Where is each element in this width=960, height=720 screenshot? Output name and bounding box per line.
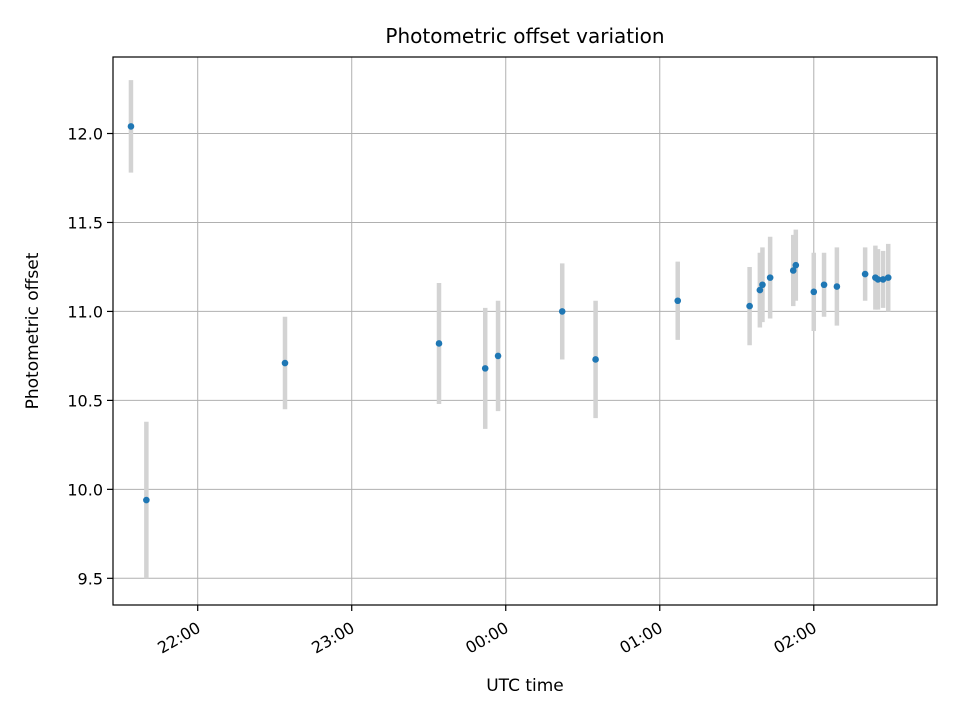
data-point: [746, 302, 753, 310]
data-point: [820, 281, 828, 289]
data-point: [674, 297, 682, 305]
data-point: [435, 340, 443, 347]
chart-title: Photometric offset variation: [385, 24, 664, 48]
y-tick-label: 9.5: [78, 569, 103, 588]
data-point: [756, 286, 764, 294]
data-point: [766, 274, 774, 281]
data-point: [789, 267, 797, 274]
y-tick-label: 12.0: [67, 125, 103, 144]
data-point: [874, 276, 882, 283]
data-point: [861, 270, 869, 278]
data-point: [592, 356, 599, 363]
x-axis-title: UTC time: [486, 676, 564, 696]
data-point: [792, 261, 800, 269]
data-point: [127, 123, 135, 130]
y-tick-label: 10.5: [67, 391, 103, 410]
y-tick-label: 11.5: [67, 213, 103, 232]
data-point: [494, 352, 502, 360]
y-axis-title: Photometric offset: [23, 252, 43, 409]
data-point: [558, 308, 566, 315]
data-point: [143, 496, 150, 504]
data-point: [833, 283, 841, 290]
data-point: [810, 288, 818, 296]
data-point: [281, 359, 289, 367]
data-points: [127, 123, 892, 504]
plot-frame: [112, 56, 938, 606]
data-point: [879, 276, 887, 283]
y-tick-label: 10.0: [67, 480, 103, 499]
data-point: [481, 365, 489, 372]
data-point: [884, 274, 892, 281]
data-point: [759, 281, 766, 289]
y-axis-ticks: 9.5 10.0 10.5 11.0 11.5 12.0: [67, 125, 113, 588]
y-tick-label: 11.0: [67, 302, 103, 321]
